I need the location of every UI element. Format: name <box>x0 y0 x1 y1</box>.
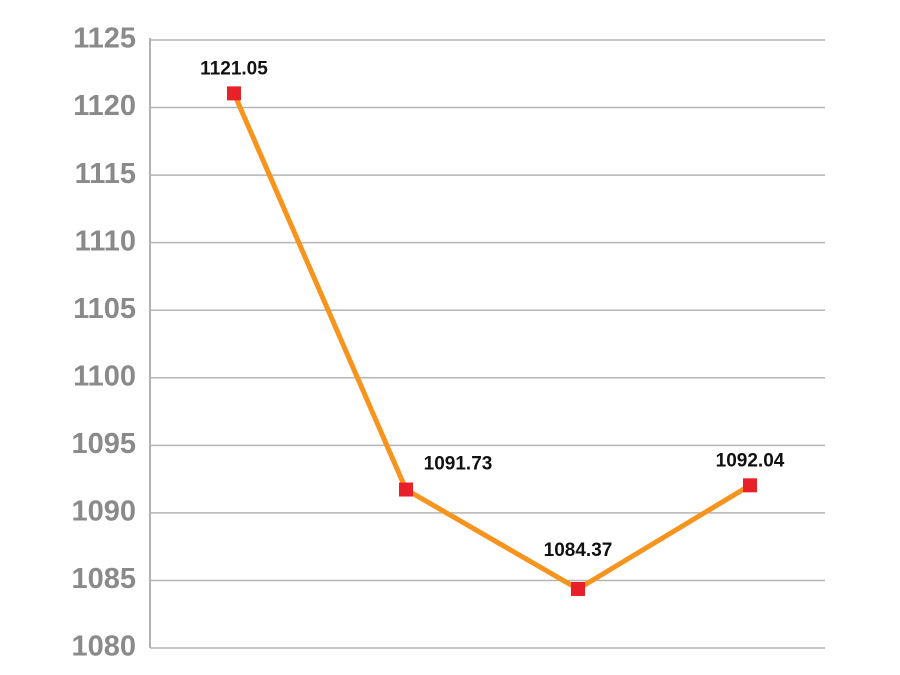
value-label: 1121.05 <box>200 58 268 79</box>
value-label: 1084.37 <box>544 540 613 561</box>
point-marker <box>571 581 585 596</box>
y-tick-label: 1085 <box>71 563 136 595</box>
point-marker <box>399 482 413 497</box>
y-tick-label: 1115 <box>75 158 136 190</box>
y-tick-label: 1090 <box>71 496 136 528</box>
point-marker <box>227 86 241 101</box>
y-tick-label: 1125 <box>73 23 136 55</box>
value-label: 1091.73 <box>424 454 493 475</box>
y-tick-label: 1080 <box>71 631 136 663</box>
y-tick-label: 1120 <box>73 90 136 122</box>
y-tick-label: 1095 <box>71 428 136 460</box>
data-line <box>231 92 752 592</box>
y-tick-label: 1100 <box>73 360 136 392</box>
y-tick-label: 1110 <box>75 225 136 257</box>
point-marker <box>743 478 757 493</box>
value-label: 1092.04 <box>716 450 785 471</box>
y-tick-label: 1105 <box>73 293 136 325</box>
